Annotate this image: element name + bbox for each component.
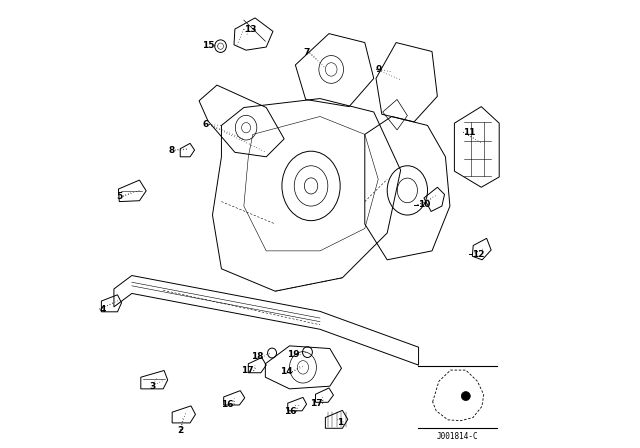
Text: 17: 17 <box>241 366 253 375</box>
Text: 17: 17 <box>310 399 323 408</box>
Text: J001814-C: J001814-C <box>436 432 478 441</box>
Text: 6: 6 <box>203 120 209 129</box>
Text: 15: 15 <box>202 41 215 50</box>
Ellipse shape <box>461 392 470 401</box>
Text: 13: 13 <box>244 25 257 34</box>
Text: 14: 14 <box>280 367 292 376</box>
Text: 8: 8 <box>168 146 175 155</box>
Text: 11: 11 <box>463 128 476 137</box>
Text: 16: 16 <box>284 407 297 416</box>
Text: 2: 2 <box>177 426 183 435</box>
Text: 5: 5 <box>116 192 123 201</box>
Text: 7: 7 <box>303 48 310 57</box>
Text: 9: 9 <box>376 65 382 74</box>
Text: 10: 10 <box>418 200 430 209</box>
Text: 18: 18 <box>252 352 264 361</box>
Text: 3: 3 <box>149 382 155 391</box>
Text: 1: 1 <box>337 418 343 426</box>
Text: 12: 12 <box>472 250 485 259</box>
Text: 19: 19 <box>287 350 300 359</box>
Text: 4: 4 <box>100 305 106 314</box>
Text: 16: 16 <box>221 400 234 409</box>
